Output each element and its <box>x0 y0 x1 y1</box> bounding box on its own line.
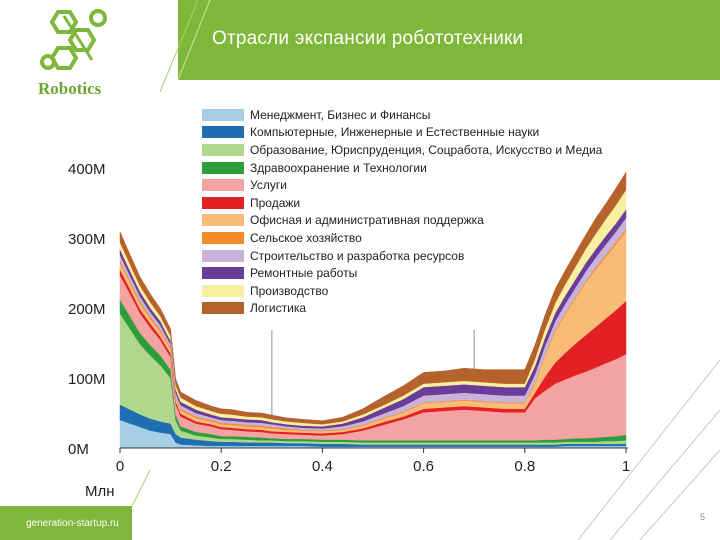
legend-swatch <box>202 143 244 156</box>
footer-site-link[interactable]: generation-startup.ru <box>26 518 119 529</box>
legend-swatch <box>202 108 244 121</box>
legend-item-10: Производство <box>202 282 602 300</box>
legend-item-7: Сельское хозяйство <box>202 229 602 247</box>
legend-label: Услуги <box>250 178 287 193</box>
legend-item-5: Продажи <box>202 194 602 212</box>
x-axis-label: Млн <box>85 483 115 500</box>
legend-swatch <box>202 126 244 139</box>
x-tick-label-5: 1 <box>622 458 630 475</box>
legend-label: Офисная и административная поддержка <box>250 213 484 228</box>
slide-title: Отрасли экспансии робототехники <box>212 28 524 49</box>
logo-text: Robotics <box>38 79 102 98</box>
legend-label: Здравоохранение и Технологии <box>250 160 427 175</box>
x-tick-label-3: 0.6 <box>413 458 434 475</box>
legend-item-8: Строительство и разработка ресурсов <box>202 247 602 265</box>
legend-swatch <box>202 249 244 262</box>
legend-label: Менеджмент, Бизнес и Финансы <box>250 107 431 122</box>
legend-swatch <box>202 231 244 244</box>
legend-label: Продажи <box>250 195 301 210</box>
legend-label: Сельское хозяйство <box>250 230 362 245</box>
legend-label: Ремонтные работы <box>250 266 358 281</box>
legend-swatch <box>202 196 244 209</box>
legend-swatch <box>202 302 244 315</box>
legend-label: Образование, Юриспруденция, Соцработа, И… <box>250 142 603 157</box>
legend-label: Логистика <box>250 301 307 316</box>
chart-legend: Менеджмент, Бизнес и Финансы Компьютерные… <box>202 106 602 317</box>
legend-item-4: Услуги <box>202 176 602 194</box>
x-tick-label-2: 0.4 <box>312 458 333 475</box>
footer-bar <box>0 506 132 540</box>
series-area-11 <box>119 171 627 425</box>
chart-axes: 0 0.2 0.4 0.6 0.8 1 0M 100M 200M 300M 400M Млн <box>68 161 630 500</box>
y-tick-label-0: 0M <box>68 441 89 458</box>
x-tick-label-4: 0.8 <box>514 458 535 475</box>
legend-label: Компьютерные, Инженерные и Естественные … <box>250 125 540 140</box>
header-bar <box>178 0 720 80</box>
robotics-logo-icon <box>40 9 107 70</box>
y-tick-label-4: 400M <box>68 161 106 178</box>
x-tick-label-0: 0 <box>116 458 124 475</box>
legend-label: Производство <box>250 283 329 298</box>
y-tick-label-1: 100M <box>68 371 106 388</box>
y-tick-label-3: 300M <box>68 231 106 248</box>
legend-item-3: Здравоохранение и Технологии <box>202 159 602 177</box>
legend-swatch <box>202 214 244 227</box>
legend-swatch <box>202 179 244 192</box>
legend-item-11: Логистика <box>202 300 602 318</box>
legend-item-0: Менеджмент, Бизнес и Финансы <box>202 106 602 124</box>
legend-item-9: Ремонтные работы <box>202 264 602 282</box>
page-number: 5 <box>700 512 706 522</box>
legend-item-1: Компьютерные, Инженерные и Естественные … <box>202 124 602 142</box>
legend-swatch <box>202 161 244 174</box>
y-tick-label-2: 200M <box>68 301 106 318</box>
x-tick-label-1: 0.2 <box>211 458 232 475</box>
legend-swatch <box>202 284 244 297</box>
legend-item-2: Образование, Юриспруденция, Соцработа, И… <box>202 141 602 159</box>
legend-swatch <box>202 267 244 280</box>
legend-label: Строительство и разработка ресурсов <box>250 248 465 263</box>
legend-item-6: Офисная и административная поддержка <box>202 212 602 230</box>
